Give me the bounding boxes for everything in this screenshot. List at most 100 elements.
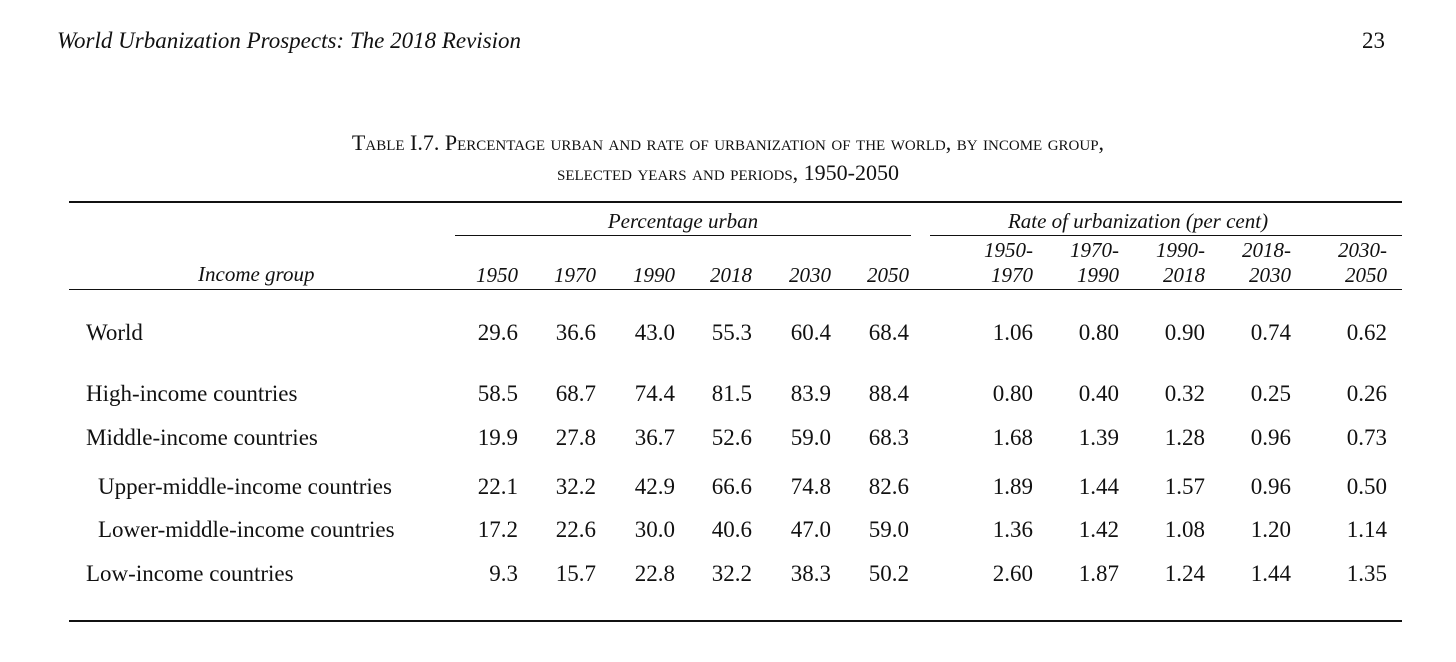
table-cell: 50.2 <box>868 561 909 586</box>
table-row: Lower-middle-income countries 17.2 22.6 30.… <box>0 517 1456 547</box>
column-header: 2030 <box>1249 263 1291 287</box>
table-caption-line2: selected years and periods, 1950-2050 <box>556 160 899 185</box>
column-header-top: 1950- <box>984 238 1033 262</box>
table-cell: 1.20 <box>1250 517 1291 542</box>
percentage-urban-underline <box>455 235 911 236</box>
table-cell: 1.57 <box>1164 474 1205 499</box>
row-label: World <box>86 320 143 345</box>
column-header: 2050 <box>1345 263 1387 287</box>
table-cell: 22.8 <box>634 561 675 586</box>
column-header: 2050 <box>867 263 909 287</box>
table-cell: 0.40 <box>1078 381 1119 406</box>
table-row: Low-income countries 9.3 15.7 22.8 32.2 38.3 5… <box>0 561 1456 591</box>
table-cell: 15.7 <box>555 561 596 586</box>
table-cell: 2.60 <box>992 561 1033 586</box>
table-cell: 32.2 <box>711 561 752 586</box>
table-cell: 36.7 <box>634 425 675 450</box>
table-cell: 88.4 <box>868 381 909 406</box>
table-cell: 32.2 <box>555 474 596 499</box>
table-cell: 9.3 <box>489 561 518 586</box>
table-cell: 47.0 <box>790 517 831 542</box>
row-label: Low-income countries <box>86 561 294 586</box>
table-cell: 0.50 <box>1346 474 1387 499</box>
table-cell: 1.89 <box>992 474 1033 499</box>
table-cell: 1.42 <box>1078 517 1119 542</box>
table-cell: 74.8 <box>790 474 831 499</box>
table-cell: 66.6 <box>711 474 752 499</box>
table-cell: 22.6 <box>555 517 596 542</box>
table-cell: 68.3 <box>868 425 909 450</box>
table-row: Middle-income countries 19.9 27.8 36.7 52.6 5… <box>0 425 1456 455</box>
rate-underline <box>930 235 1402 236</box>
column-header-top: 2030- <box>1338 238 1387 262</box>
table-cell: 38.3 <box>790 561 831 586</box>
table-cell: 59.0 <box>868 517 909 542</box>
row-label: Lower-middle-income countries <box>98 517 395 542</box>
row-label: Upper-middle-income countries <box>98 474 392 499</box>
table-cell: 36.6 <box>555 320 596 345</box>
table-caption-line1: Table I.7. Percentage urban and rate of … <box>351 130 1105 155</box>
table-row: Upper-middle-income countries 22.1 32.2 42.… <box>0 474 1456 504</box>
column-header-top: 1970- <box>1070 238 1119 262</box>
table-cell: 1.39 <box>1078 425 1119 450</box>
table-cell: 0.96 <box>1250 425 1291 450</box>
table-cell: 40.6 <box>711 517 752 542</box>
table-cell: 82.6 <box>868 474 909 499</box>
table-cell: 58.5 <box>477 381 518 406</box>
table-cell: 0.25 <box>1250 381 1291 406</box>
table-cell: 29.6 <box>477 320 518 345</box>
table-cell: 60.4 <box>790 320 831 345</box>
table-cell: 42.9 <box>634 474 675 499</box>
table-cell: 68.4 <box>868 320 909 345</box>
table-cell: 1.28 <box>1164 425 1205 450</box>
table-cell: 1.44 <box>1078 474 1119 499</box>
column-header: 1970 <box>991 263 1033 287</box>
table-cell: 81.5 <box>711 381 752 406</box>
table-cell: 1.24 <box>1164 561 1205 586</box>
table-cell: 68.7 <box>555 381 596 406</box>
table-cell: 1.35 <box>1346 561 1387 586</box>
page-header-title: World Urbanization Prospects: The 2018 R… <box>57 28 522 53</box>
column-header: 2030 <box>789 263 831 287</box>
page-number: 23 <box>1362 28 1385 53</box>
table-cell: 1.14 <box>1346 517 1387 542</box>
column-header: 1950 <box>476 263 518 287</box>
table-cell: 19.9 <box>477 425 518 450</box>
table-cell: 59.0 <box>790 425 831 450</box>
table-cell: 0.80 <box>992 381 1033 406</box>
table-cell: 0.74 <box>1250 320 1291 345</box>
table-cell: 0.80 <box>1078 320 1119 345</box>
table-cell: 0.96 <box>1250 474 1291 499</box>
column-header: 1990 <box>1077 263 1119 287</box>
table-cell: 0.90 <box>1164 320 1205 345</box>
table-cell: 17.2 <box>477 517 518 542</box>
column-header: 2018 <box>1163 263 1205 287</box>
table-row: High-income countries 58.5 68.7 74.4 81.5 83.… <box>0 381 1456 411</box>
table-cell: 1.87 <box>1078 561 1119 586</box>
income-group-header: Income group <box>198 262 315 286</box>
table-header-rule <box>69 289 1402 290</box>
table-cell: 52.6 <box>711 425 752 450</box>
table-cell: 1.36 <box>992 517 1033 542</box>
group-header-percentage-urban: Percentage urban <box>607 209 759 233</box>
column-header-top: 2018- <box>1242 238 1291 262</box>
row-label: Middle-income countries <box>86 425 318 450</box>
table-cell: 43.0 <box>634 320 675 345</box>
column-header-top: 1990- <box>1156 238 1205 262</box>
column-header: 2018 <box>710 263 752 287</box>
table-cell: 0.62 <box>1346 320 1387 345</box>
table-cell: 1.68 <box>992 425 1033 450</box>
table-cell: 22.1 <box>477 474 518 499</box>
table-cell: 27.8 <box>555 425 596 450</box>
table-cell: 1.08 <box>1164 517 1205 542</box>
group-header-rate: Rate of urbanization (per cent) <box>1007 209 1269 233</box>
table-cell: 30.0 <box>634 517 675 542</box>
table-cell: 0.32 <box>1164 381 1205 406</box>
column-header: 1970 <box>554 263 596 287</box>
table-cell: 1.06 <box>992 320 1033 345</box>
table-cell: 74.4 <box>634 381 675 406</box>
row-label: High-income countries <box>86 381 298 406</box>
table-top-rule <box>69 201 1402 203</box>
column-header: 1990 <box>633 263 675 287</box>
table-row: World 29.6 36.6 43.0 55.3 60.4 68.4 1.06 0.80 0.9… <box>0 320 1456 350</box>
